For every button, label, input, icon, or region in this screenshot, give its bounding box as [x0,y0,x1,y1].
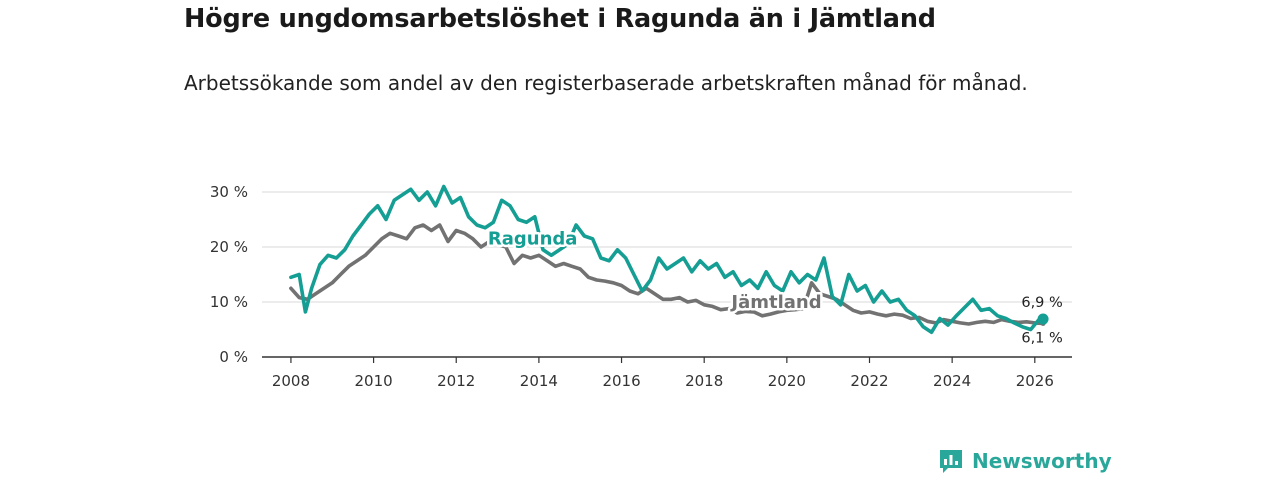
series-lines [289,184,1049,335]
chart-title: Högre ungdomsarbetslöshet i Ragunda än i… [184,4,936,34]
series-line-ragunda [289,184,1045,335]
x-tick-label: 2010 [354,372,392,390]
x-tick-label: 2008 [272,372,310,390]
series-end-point [1037,313,1049,325]
brand-name: Newsworthy [972,449,1112,473]
chart-subtitle: Arbetssökande som andel av den registerb… [184,71,1028,95]
series-line-jamtland [289,223,1045,326]
x-axis-ticks: 2008 2010 2012 2014 2016 2018 2020 2022 2024 2026 [272,357,1054,390]
bar-chart-icon [940,450,962,473]
x-tick-label: 2012 [437,372,475,390]
y-tick-label: 30 % [210,183,248,201]
x-tick-label: 2018 [685,372,723,390]
end-value-label: 6,1 % [1021,330,1062,346]
y-tick-label: 0 % [219,348,248,366]
gridlines [262,191,1072,358]
x-tick-label: 2020 [768,372,806,390]
end-value-label: 6,9 % [1021,295,1062,311]
series-label-ragunda: Ragunda [488,228,578,249]
y-tick-label: 20 % [210,238,248,256]
x-tick-label: 2026 [1016,372,1054,390]
series-label-jamtland: Jämtland [729,292,821,313]
x-tick-label: 2022 [850,372,888,390]
newsworthy-logo[interactable]: Newsworthy [938,448,1112,474]
y-axis-ticks: 0 % 10 % 20 % 30 % [210,183,248,366]
x-tick-label: 2014 [520,372,558,390]
x-tick-label: 2016 [602,372,640,390]
x-tick-label: 2024 [933,372,971,390]
series-labels: Ragunda Jämtland 6,9 % 6,1 % [485,226,1062,347]
y-tick-label: 10 % [210,293,248,311]
